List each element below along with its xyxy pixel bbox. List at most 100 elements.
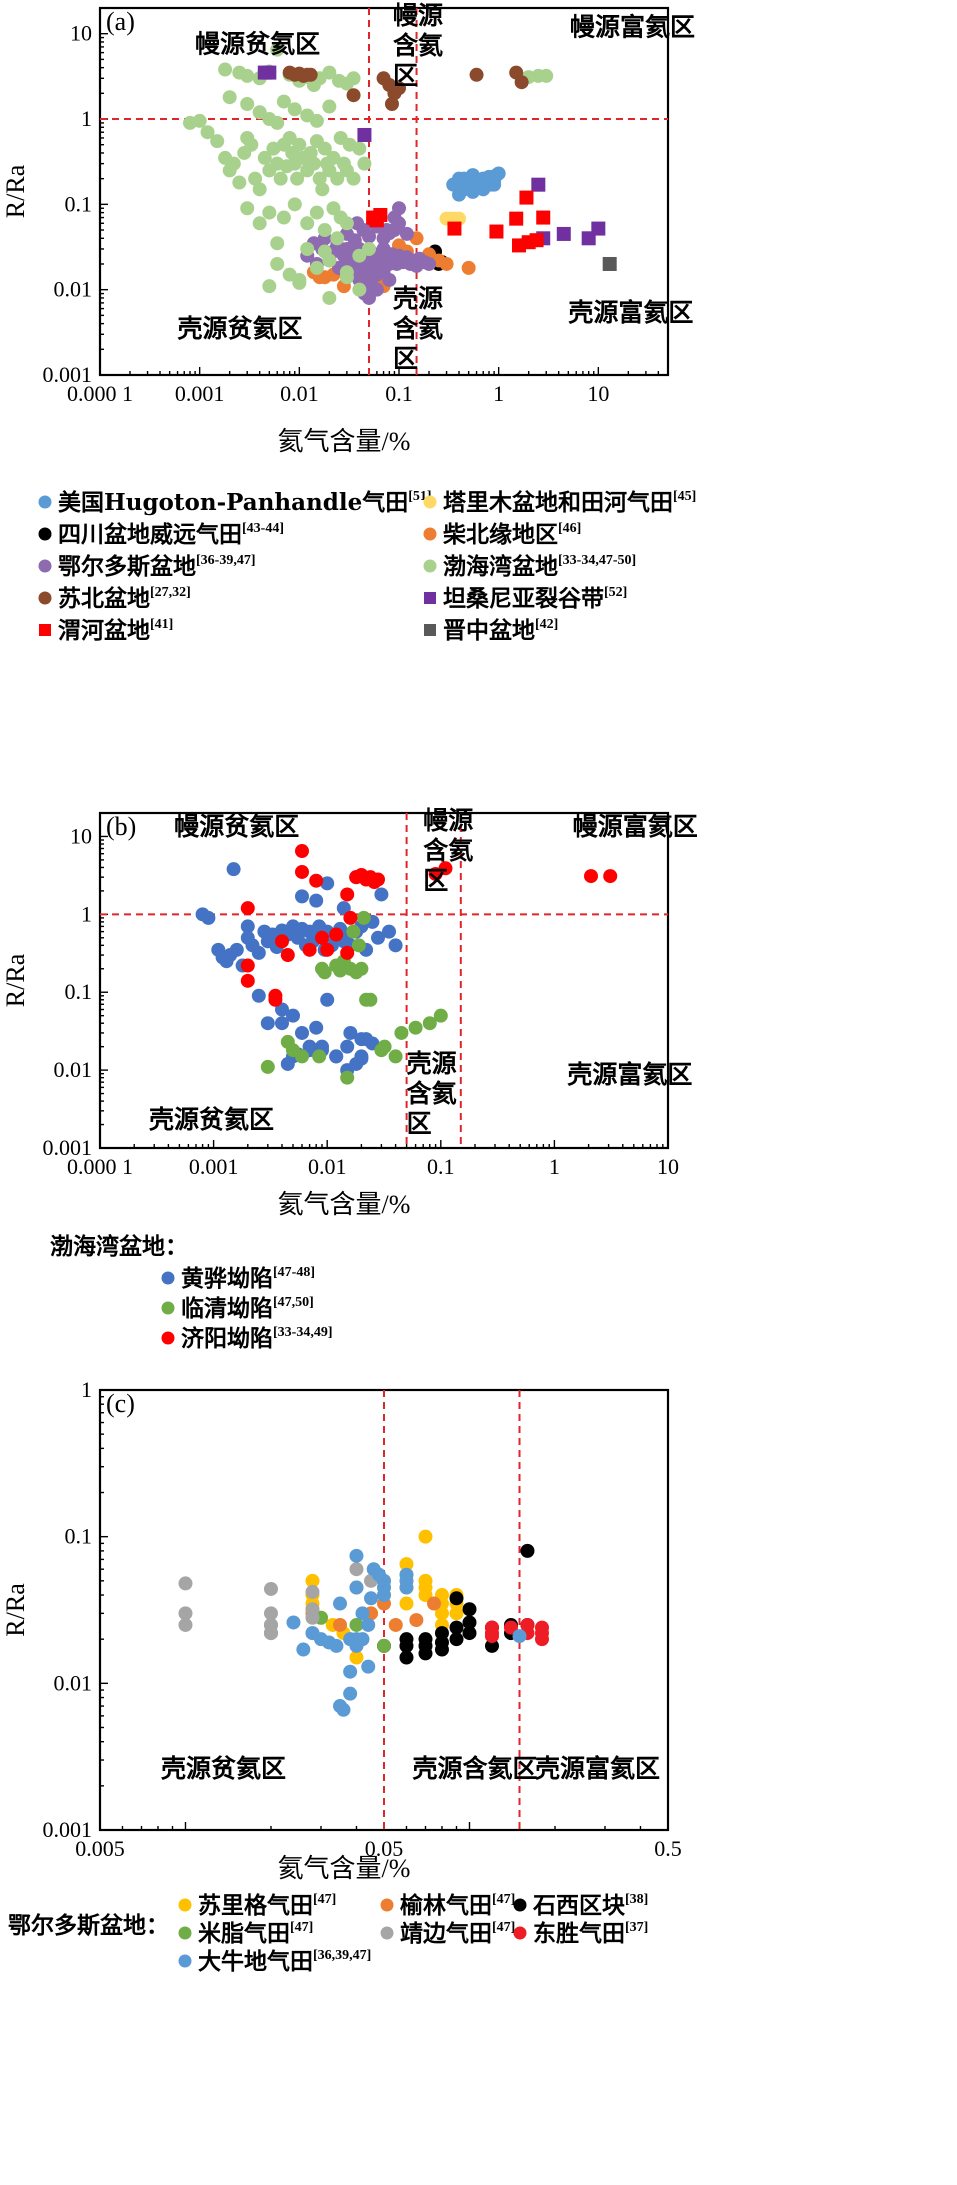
legend-label-name: 大牛地气田 bbox=[198, 1948, 313, 1975]
legend-marker bbox=[424, 624, 436, 636]
zone-label: 壳源富氦区 bbox=[566, 1060, 692, 1089]
data-point bbox=[192, 113, 207, 128]
legend-label-ref: [47-48] bbox=[273, 1265, 315, 1280]
data-point bbox=[330, 171, 345, 186]
data-point bbox=[469, 67, 484, 82]
data-point bbox=[352, 141, 367, 156]
legend-marker bbox=[178, 1926, 192, 1940]
y-tick-label: 0.1 bbox=[65, 1524, 93, 1549]
x-tick-label: 10 bbox=[587, 381, 609, 406]
legend-label: 靖边气田[47] bbox=[400, 1920, 515, 1947]
data-point bbox=[330, 231, 345, 246]
data-point bbox=[349, 1650, 364, 1665]
y-tick-label: 1 bbox=[81, 901, 92, 926]
data-point-square bbox=[556, 226, 571, 241]
series-9 bbox=[602, 256, 617, 271]
legend-label-name: 苏北盆地 bbox=[58, 585, 150, 612]
legend-label-name: 四川盆地威远气田 bbox=[58, 521, 242, 548]
data-point bbox=[340, 1039, 355, 1054]
series-8 bbox=[366, 190, 551, 253]
data-point bbox=[263, 1626, 278, 1641]
data-point bbox=[294, 889, 309, 904]
zone-label-line: 壳源富氦区 bbox=[567, 298, 693, 327]
data-point bbox=[260, 1059, 275, 1074]
zone-label: 壳源富氦区 bbox=[567, 298, 693, 327]
zone-label: 壳源含氦区 bbox=[412, 1754, 538, 1783]
data-point bbox=[392, 201, 407, 216]
zone-label-line: 壳源 bbox=[392, 284, 443, 313]
data-point bbox=[229, 942, 244, 957]
data-point bbox=[312, 1049, 327, 1064]
data-point bbox=[340, 887, 355, 902]
legend-label-name: 渤海湾盆地 bbox=[443, 553, 558, 580]
data-point-square bbox=[357, 127, 372, 142]
zone-label: 壳源贫氦区 bbox=[148, 1105, 274, 1134]
legend-marker bbox=[38, 559, 52, 573]
data-point bbox=[294, 864, 309, 879]
data-point bbox=[210, 134, 225, 149]
data-point bbox=[399, 1650, 414, 1665]
zone-label-line: 幔源富氦区 bbox=[573, 812, 698, 841]
data-point bbox=[263, 1606, 278, 1621]
zone-label-line: 幔源贫氦区 bbox=[195, 30, 320, 59]
data-point bbox=[244, 137, 259, 152]
data-point bbox=[370, 930, 385, 945]
legend-label-ref: [52] bbox=[604, 585, 627, 600]
data-point bbox=[270, 256, 285, 271]
legend-label: 苏里格气田[47] bbox=[198, 1892, 336, 1919]
legend-label-name: 塔里木盆地和田河气田 bbox=[443, 489, 673, 516]
data-point bbox=[257, 150, 272, 165]
data-point bbox=[305, 1610, 320, 1625]
data-point bbox=[270, 236, 285, 251]
data-point bbox=[418, 1646, 433, 1661]
data-point bbox=[462, 1626, 477, 1641]
y-tick-label: 10 bbox=[70, 21, 92, 46]
data-point bbox=[317, 965, 332, 980]
data-point bbox=[603, 869, 618, 884]
data-point bbox=[286, 1008, 301, 1023]
legend-label-name: 临清坳陷 bbox=[181, 1295, 273, 1322]
legend-title: 渤海湾盆地： bbox=[50, 1233, 188, 1260]
zone-label-line: 区 bbox=[407, 1109, 432, 1138]
data-point bbox=[399, 1557, 414, 1572]
legend-label: 济阳坳陷[33-34,49] bbox=[181, 1325, 333, 1352]
x-tick-label: 0.001 bbox=[189, 1154, 239, 1179]
data-point bbox=[349, 1580, 364, 1595]
data-point bbox=[369, 282, 384, 297]
data-point bbox=[462, 1602, 477, 1617]
data-point-square bbox=[529, 233, 544, 248]
legend-label-ref: [38] bbox=[625, 1892, 648, 1907]
data-point bbox=[309, 1020, 324, 1035]
zone-label-line: 壳源贫氦区 bbox=[160, 1754, 286, 1783]
data-point bbox=[343, 1686, 358, 1701]
data-point bbox=[427, 1596, 442, 1611]
series-0 bbox=[446, 166, 506, 202]
data-point bbox=[346, 88, 361, 103]
legend-label: 东胜气田[37] bbox=[533, 1920, 648, 1947]
data-point bbox=[449, 1632, 464, 1647]
data-point-square bbox=[602, 256, 617, 271]
zone-label-line: 含氦 bbox=[407, 1079, 457, 1108]
y-axis-label: R/Ra bbox=[1, 953, 30, 1007]
data-point bbox=[514, 75, 529, 90]
zone-label-line: 区 bbox=[393, 344, 418, 373]
data-point bbox=[292, 272, 307, 287]
legend-marker bbox=[423, 559, 437, 573]
y-tick-label: 1 bbox=[81, 106, 92, 131]
data-point bbox=[399, 226, 414, 241]
data-point bbox=[388, 1049, 403, 1064]
data-point bbox=[336, 1702, 351, 1717]
data-point bbox=[252, 216, 267, 231]
legend-label-name: 美国Hugoton-Panhandle气田 bbox=[58, 489, 408, 516]
data-point bbox=[418, 1529, 433, 1544]
data-point bbox=[370, 872, 385, 887]
data-point bbox=[434, 1606, 449, 1621]
panel-label: (b) bbox=[106, 812, 136, 841]
series-5 bbox=[183, 42, 554, 305]
data-point bbox=[260, 1016, 275, 1031]
data-point bbox=[364, 1591, 379, 1606]
legend-label: 石西区块[38] bbox=[532, 1892, 648, 1919]
data-point bbox=[349, 1617, 364, 1632]
panel-label: (c) bbox=[106, 1389, 135, 1418]
data-point bbox=[434, 1642, 449, 1657]
